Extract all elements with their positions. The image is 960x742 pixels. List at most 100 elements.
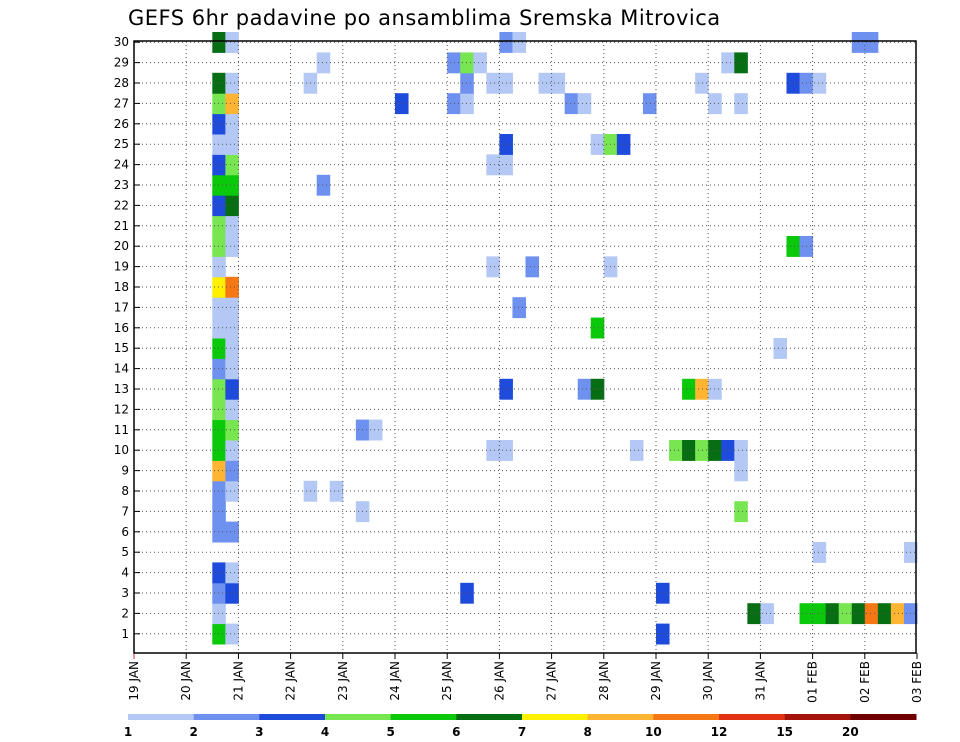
y-tick-label: 23 [114,178,129,192]
heatmap-cell [212,93,226,115]
x-tick-label: 27 JAN [545,661,559,701]
heatmap-cell [225,582,239,604]
heatmap-cell [695,440,709,461]
heatmap-cell [212,32,226,53]
x-tick-label: 30 JAN [701,661,715,701]
heatmap-cell [225,113,239,135]
legend-swatch [325,714,392,720]
legend-swatch [390,714,457,720]
heatmap-cell [212,276,226,298]
heatmap-cell [629,440,644,461]
y-tick-label: 8 [121,484,129,498]
y-tick-label: 12 [114,402,129,416]
y-tick-label: 18 [114,280,129,294]
y-tick-label: 1 [121,627,129,641]
y-tick-label: 24 [114,158,129,172]
y-tick-label: 11 [114,423,129,437]
heatmap-cell [212,440,226,461]
y-tick-label: 4 [121,566,129,580]
legend-label: 15 [776,725,793,739]
heatmap-cell [486,440,500,461]
heatmap-cell [212,215,226,237]
x-tick-label: 23 JAN [336,661,350,701]
heatmap-cell [225,154,239,176]
y-tick-label: 13 [114,382,129,396]
heatmap-cell [512,297,526,319]
heatmap-cell [486,72,500,94]
y-tick-label: 6 [121,525,129,539]
legend-swatch [784,714,851,720]
heatmap-cell [395,93,409,115]
heatmap-cell [864,603,879,625]
heatmap-cell [225,562,239,584]
y-tick-label: 27 [114,96,129,110]
x-tick-label: 20 JAN [179,661,193,701]
heatmap-cell [212,297,226,319]
legend-label: 20 [842,725,859,739]
heatmap-cell [486,256,500,278]
legend-label: 1 [124,725,132,739]
heatmap-cell [473,52,487,74]
heatmap-cell [212,603,226,625]
y-tick-label: 2 [121,606,129,620]
heatmap-cell [812,603,827,625]
heatmap-cell [460,93,474,115]
y-tick-label: 30 [114,35,129,49]
heatmap-cell [225,215,239,237]
x-tick-label: 26 JAN [492,661,506,701]
heatmap-cell [460,582,474,604]
heatmap-cell [212,521,226,543]
y-tick-label: 26 [114,117,129,131]
heatmap-cell [225,174,239,196]
heatmap-cell [682,378,696,400]
legend-swatch [456,714,523,720]
x-tick-label: 28 JAN [597,661,611,701]
heatmap-cell [212,501,226,523]
heatmap-cell [225,440,239,461]
heatmap-cell [786,236,801,257]
y-axis: 1234567891011121314151617181920212223242… [114,35,140,641]
x-tick-label: 03 FEB [910,661,924,703]
heatmap-cell [212,236,226,257]
heatmap-cell [212,358,226,380]
heatmap-cell [225,195,239,217]
heatmap-cell [225,317,239,339]
heatmap-cell [225,72,239,94]
heatmap-cell [212,317,226,339]
heatmap-cell [590,317,605,339]
heatmap-cell [877,603,892,625]
plot-frame [133,40,917,654]
x-tick-label: 02 FEB [858,661,872,703]
x-tick-label: 24 JAN [388,661,402,701]
y-tick-label: 9 [121,464,129,478]
legend-label: 4 [321,725,329,739]
heatmap-cell [460,72,474,94]
heatmap-cell [786,72,801,94]
heatmap-cell [734,440,748,461]
legend-swatch [653,714,720,720]
y-tick-label: 29 [114,56,129,70]
heatmap-cell [225,276,239,298]
heatmap-cell [212,195,226,217]
heatmap-cell [695,72,709,94]
heatmap-cell [212,72,226,94]
heatmap-cell [212,562,226,584]
heatmap-cell [590,378,605,400]
heatmap-cell [212,399,226,421]
heatmap-cell [212,623,226,645]
heatmap-cell [212,338,226,359]
color-legend: 1 2 3 4 5 6 7 8 10 12 15 20 [124,714,917,739]
heatmap-cell [225,480,239,502]
heatmap-cell [760,603,774,625]
y-tick-label: 28 [114,76,129,90]
y-tick-label: 22 [114,198,129,212]
heatmap-cell [225,32,239,53]
heatmap-cell [212,134,226,155]
heatmap-cell [825,603,840,625]
heatmap-cell [864,32,879,53]
heatmap-cell [225,236,239,257]
legend-label: 12 [711,725,728,739]
heatmap-cell [212,460,226,482]
legend-swatch [719,714,786,720]
